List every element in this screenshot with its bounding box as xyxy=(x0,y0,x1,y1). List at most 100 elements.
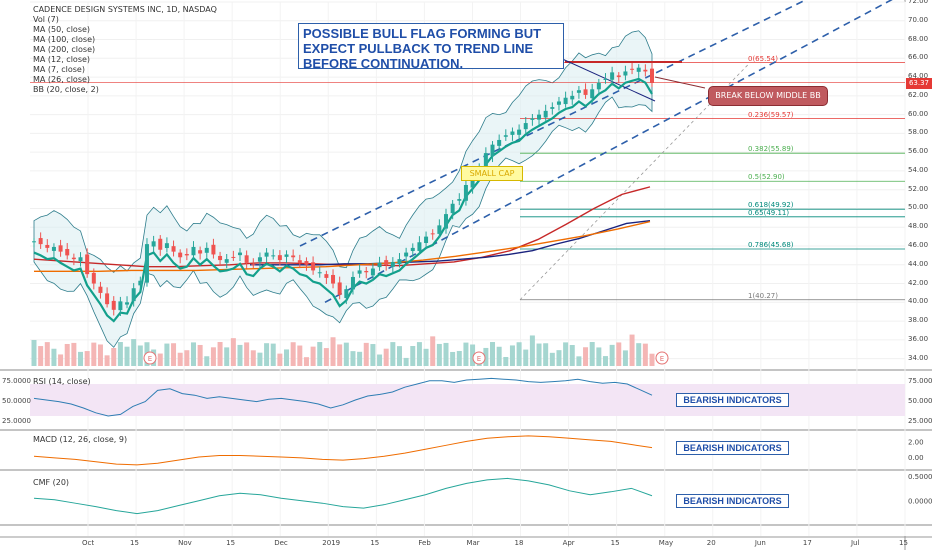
volume-bar xyxy=(78,351,84,366)
candle-body xyxy=(630,68,635,70)
fib-diagonal xyxy=(519,62,751,301)
candle-body xyxy=(198,250,203,254)
candle-body xyxy=(51,246,56,251)
candle-body xyxy=(125,302,130,305)
volume-bar xyxy=(423,348,429,366)
pane-tick-label: 75.0000 xyxy=(908,377,932,385)
bull-flag-note[interactable]: POSSIBLE BULL FLAG FORMING BUT EXPECT PU… xyxy=(298,23,564,71)
candle-body xyxy=(45,244,50,248)
candle-body xyxy=(370,268,375,276)
volume-bar xyxy=(609,344,615,366)
legend-line: MA (50, close) xyxy=(33,25,91,34)
candle-body xyxy=(78,257,83,262)
volume-bar xyxy=(383,348,389,366)
pane-tick-label: 75.0000 xyxy=(2,377,31,385)
y-tick-label: 62.00 xyxy=(908,90,929,99)
fib-level-label: 0(65.54) xyxy=(748,54,778,63)
volume-bar xyxy=(204,356,210,366)
candle-body xyxy=(364,270,369,273)
indicator-panes: 75.0000 75.0000 50.0000 50.0000 25.0000 25.00… xyxy=(2,377,932,515)
volume-bar xyxy=(529,335,535,366)
y-tick-label: 72.00 xyxy=(908,0,929,5)
candle-body xyxy=(277,255,282,261)
highlight-label[interactable]: SMALL CAP xyxy=(461,166,523,181)
fib-level-label: 0.65(49.11) xyxy=(748,208,790,217)
volume-bar xyxy=(622,350,628,366)
volume-bar xyxy=(303,357,309,366)
bollinger-band-area xyxy=(33,30,653,348)
volume-bar xyxy=(396,346,402,366)
pane-tick-label: 25.0000 xyxy=(2,417,31,425)
volume-bar xyxy=(237,344,243,366)
candle-body xyxy=(530,118,535,120)
candle-body xyxy=(98,286,103,293)
volume-bar xyxy=(649,353,655,366)
y-tick-label: 60.00 xyxy=(908,109,929,118)
macd-label: MACD (12, 26, close, 9) xyxy=(33,435,128,444)
bearish-macd-label[interactable]: BEARISH INDICATORS xyxy=(676,441,789,455)
x-tick-label: 15 xyxy=(610,539,620,547)
x-tick-label: Jun xyxy=(754,539,766,547)
break-below-label[interactable]: BREAK BELOW MIDDLE BB xyxy=(708,86,828,106)
volume-bar xyxy=(31,340,37,366)
candle-body xyxy=(291,255,296,258)
volume-bar xyxy=(38,346,44,366)
y-tick-label: 54.00 xyxy=(908,165,929,174)
volume-bar xyxy=(602,356,608,366)
pane-tick-label: 2.00 xyxy=(908,438,924,446)
y-tick-label: 70.00 xyxy=(908,15,929,24)
volume-bar xyxy=(337,344,343,366)
candle-body xyxy=(583,89,588,95)
y-tick-label: 40.00 xyxy=(908,297,929,306)
y-tick-label: 42.00 xyxy=(908,278,929,287)
earnings-marker xyxy=(655,351,669,365)
candle-body xyxy=(357,270,362,274)
last-price-tag: 63.37 xyxy=(906,78,932,89)
volume-bar xyxy=(197,344,203,366)
y-tick-label: 46.00 xyxy=(908,241,929,249)
candle-body xyxy=(184,254,189,256)
candle-body xyxy=(424,236,429,243)
bearish-rsi-label[interactable]: BEARISH INDICATORS xyxy=(676,393,789,407)
candle-body xyxy=(32,241,36,243)
candle-body xyxy=(331,274,336,284)
x-tick-label: May xyxy=(658,539,674,547)
volume-bar xyxy=(483,347,489,366)
bearish-cmf-label[interactable]: BEARISH INDICATORS xyxy=(676,494,789,508)
candle-body xyxy=(404,252,409,257)
candle-body xyxy=(218,255,223,261)
note-arrow xyxy=(546,51,656,102)
candle-body xyxy=(390,261,395,267)
x-tick-label: 17 xyxy=(802,539,812,547)
chart-legend: CADENCE DESIGN SYSTEMS INC, 1D, NASDAQ V… xyxy=(33,5,217,95)
candle-body xyxy=(417,242,422,251)
pane-tick-label: 0.0000 xyxy=(908,498,932,506)
volume-bar xyxy=(330,337,336,366)
candle-body xyxy=(490,144,495,156)
candle-body xyxy=(85,254,90,275)
candle-body xyxy=(410,247,415,252)
moving-averages xyxy=(33,77,653,323)
volume-bar xyxy=(230,338,236,366)
candle-body xyxy=(91,272,96,284)
candle-body xyxy=(616,75,621,78)
candle-body xyxy=(311,262,316,271)
volume-bars xyxy=(31,334,655,366)
y-tick-label: 52.00 xyxy=(908,184,929,193)
candle-body xyxy=(570,95,575,100)
candle-body xyxy=(384,260,389,265)
x-tick-label: 18 xyxy=(514,539,524,547)
volume-bar xyxy=(516,342,522,366)
candle-body xyxy=(517,129,522,135)
volume-bar xyxy=(363,342,369,366)
candle-body xyxy=(470,177,475,188)
x-tick-label: 15 xyxy=(130,539,139,547)
x-tick-label: 20 xyxy=(706,539,716,547)
volume-bar xyxy=(224,347,230,366)
volume-bar xyxy=(177,352,183,366)
candle-body xyxy=(610,72,615,80)
y-tick-label: 64.00 xyxy=(908,72,929,81)
volume-bar xyxy=(104,355,110,366)
volume-bar xyxy=(210,347,216,366)
